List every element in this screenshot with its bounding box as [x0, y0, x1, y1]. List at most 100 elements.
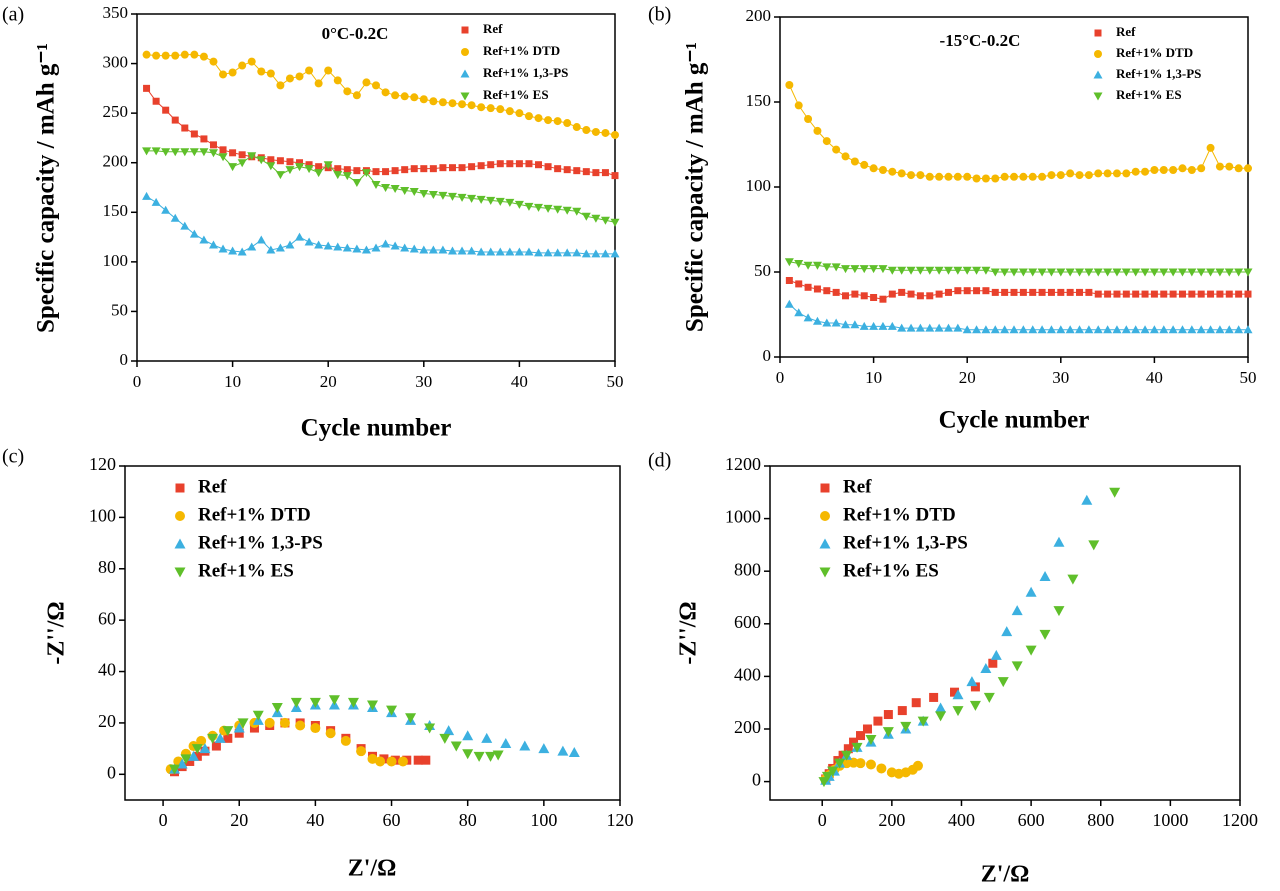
marker [462, 749, 474, 760]
x-axis-label: Cycle number [301, 415, 452, 442]
marker [1197, 164, 1206, 173]
marker [397, 756, 408, 767]
marker [1075, 325, 1085, 334]
marker [1177, 325, 1187, 334]
marker [831, 263, 841, 272]
y-tick-label: 0 [107, 762, 116, 782]
marker [1029, 288, 1037, 296]
marker [850, 320, 860, 329]
marker [247, 57, 256, 66]
marker [1215, 268, 1225, 277]
marker [342, 172, 352, 181]
marker [1132, 290, 1140, 298]
legend-label: Ref [843, 476, 872, 497]
marker [851, 290, 859, 298]
marker [257, 67, 266, 76]
marker [1224, 268, 1234, 277]
marker [557, 745, 569, 756]
marker [450, 741, 462, 752]
marker [1140, 268, 1150, 277]
marker [582, 168, 590, 176]
marker [1037, 325, 1047, 334]
marker [391, 91, 400, 100]
panel-label: (a) [2, 4, 24, 26]
marker [333, 242, 343, 251]
marker [515, 109, 524, 118]
marker [428, 245, 438, 254]
panel-label: (d) [648, 450, 671, 472]
marker [1188, 290, 1196, 298]
marker [496, 160, 504, 168]
marker [429, 97, 438, 106]
x-tick-label: 0 [159, 810, 168, 830]
marker [309, 697, 321, 708]
marker [1057, 288, 1065, 296]
marker [822, 263, 832, 272]
marker [897, 323, 907, 332]
marker [285, 166, 295, 175]
marker [856, 731, 866, 741]
marker [906, 266, 916, 275]
marker [573, 167, 581, 175]
marker [180, 148, 190, 157]
marker [285, 240, 295, 249]
marker [883, 710, 893, 720]
marker [266, 245, 276, 254]
marker [925, 266, 935, 275]
marker [1112, 268, 1122, 277]
marker [219, 146, 227, 154]
marker [1084, 268, 1094, 277]
marker [169, 764, 180, 775]
marker [151, 147, 161, 156]
marker [990, 268, 1000, 277]
marker [347, 697, 359, 708]
marker [1056, 268, 1066, 277]
marker [266, 69, 275, 78]
marker [860, 160, 869, 169]
marker [934, 266, 944, 275]
y-tick-label: 0 [763, 346, 772, 365]
marker [562, 248, 572, 257]
marker [218, 244, 228, 253]
legend-label: Ref+1% DTD [198, 504, 311, 525]
marker [1066, 288, 1074, 296]
marker [1109, 487, 1121, 498]
marker [1169, 166, 1178, 174]
marker [981, 266, 991, 275]
marker [887, 321, 897, 330]
marker [323, 241, 333, 250]
marker [534, 248, 544, 257]
marker [997, 677, 1009, 688]
marker [1131, 167, 1140, 176]
marker [591, 127, 600, 136]
marker [428, 190, 438, 199]
legend-label: Ref+1% 1,3-PS [843, 532, 968, 553]
marker [381, 88, 390, 97]
marker [199, 52, 208, 61]
marker [943, 323, 953, 332]
marker [209, 141, 217, 149]
marker [405, 713, 417, 724]
marker [865, 759, 876, 770]
marker [819, 567, 831, 578]
marker [382, 168, 390, 176]
marker [611, 172, 619, 180]
marker [563, 119, 572, 128]
marker [211, 741, 221, 751]
marker [544, 116, 553, 125]
y-tick-label: 1200 [725, 454, 761, 474]
marker [315, 163, 323, 171]
marker [295, 163, 305, 172]
y-axis-label: -Z''/Ω [676, 601, 702, 664]
marker [237, 718, 249, 729]
marker [142, 147, 152, 156]
marker [1225, 162, 1234, 171]
marker [249, 723, 259, 733]
marker [591, 249, 601, 258]
marker [925, 323, 935, 332]
marker [461, 26, 469, 34]
marker [314, 240, 324, 249]
marker [865, 735, 877, 746]
marker [983, 692, 995, 703]
marker [991, 288, 999, 296]
